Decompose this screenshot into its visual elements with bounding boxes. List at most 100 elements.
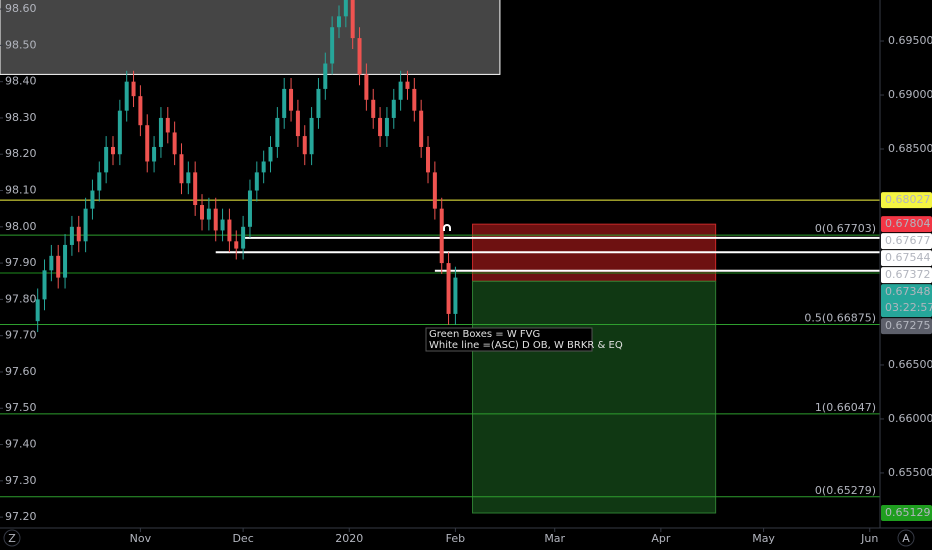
candle-body (364, 74, 369, 100)
candle-body (268, 146, 273, 162)
candle-body (124, 81, 129, 111)
y2-tick-label: 0.68500 (888, 142, 932, 155)
price-tag-label: 0.67544 (885, 251, 931, 264)
price-tag (881, 233, 932, 250)
candle-body (90, 190, 95, 209)
y-tick-label: 98.10 (5, 184, 37, 197)
candle-body (83, 208, 88, 242)
y-tick-label: 98.30 (5, 111, 37, 124)
price-tag (881, 192, 932, 209)
zone (0, 0, 501, 75)
y-tick-label: 98.50 (5, 38, 37, 51)
x-tick-label: Apr (651, 532, 671, 545)
candle-body (282, 88, 287, 118)
candle-body (350, 0, 355, 39)
y2-tick-label: 0.66000 (888, 412, 932, 425)
price-tag (881, 318, 932, 335)
candle-body (152, 146, 157, 162)
candle-body (295, 110, 300, 137)
y-tick-label: 98.60 (5, 2, 37, 15)
candle-body (200, 205, 205, 220)
x-tick-label: Mar (544, 532, 565, 545)
candle-body (234, 241, 239, 249)
candle-body (165, 117, 170, 133)
annotation-text: Green Boxes = W FVG (429, 329, 540, 340)
price-tag-label: 0.67372 (885, 268, 931, 281)
candle-body (35, 299, 40, 322)
y2-tick-label: 0.65500 (888, 466, 932, 479)
scale-button[interactable] (897, 529, 915, 547)
y-tick-label: 97.80 (5, 292, 37, 305)
candle-body (56, 255, 61, 278)
candle-body (145, 125, 150, 162)
candle-body (193, 172, 198, 206)
candle-body (439, 208, 444, 264)
candle-body (110, 146, 115, 155)
price-tag-label: 0.65129 (885, 506, 931, 519)
y-tick-label: 97.70 (5, 329, 37, 342)
y-tick-label: 97.20 (5, 510, 37, 523)
candle-body (104, 146, 109, 173)
price-tag (881, 250, 932, 267)
price-tag-label: 0.67804 (885, 217, 931, 230)
scale-button-label[interactable]: Z (8, 532, 16, 545)
candle-body (172, 132, 177, 155)
y-tick-label: 98.00 (5, 220, 37, 233)
y-tick-label: 97.40 (5, 438, 37, 451)
x-tick-label: 2020 (335, 532, 363, 545)
candle-body (97, 172, 102, 191)
candle-body (330, 27, 335, 64)
candle-body (179, 154, 184, 184)
candle-body (336, 16, 341, 28)
fib-label: 0(0.65279) (815, 484, 876, 497)
candle-body (254, 172, 259, 191)
candle-body (131, 81, 136, 97)
zone (472, 280, 717, 514)
price-tag-label: 0.68027 (885, 193, 931, 206)
price-tag (881, 216, 932, 233)
candle-body (398, 81, 403, 100)
price-tag-label: 0.67677 (885, 234, 931, 247)
x-tick-label: Feb (446, 532, 465, 545)
price-tag-label: 0.67275 (885, 319, 931, 332)
scale-button[interactable] (3, 529, 21, 547)
price-tag (881, 284, 932, 318)
price-tag-label: 0.67348 (885, 285, 931, 298)
candle-body (453, 277, 458, 314)
candle-body (63, 244, 68, 278)
candle-body (432, 172, 437, 209)
y-tick-label: 97.50 (5, 401, 37, 414)
candle-body (69, 226, 74, 245)
candle-body (247, 190, 252, 227)
scale-button-label[interactable]: A (902, 532, 910, 545)
y2-tick-label: 0.69500 (888, 34, 932, 47)
candle-body (426, 146, 431, 173)
fib-label: 0.5(0.66875) (804, 311, 876, 324)
y-tick-label: 98.40 (5, 75, 37, 88)
candle-body (275, 117, 280, 147)
countdown-label: 03:22:57 (885, 301, 932, 314)
x-tick-label: Nov (130, 532, 152, 545)
candle-body (446, 263, 451, 314)
candle-body (419, 110, 424, 147)
annotation: Green Boxes = W FVG White line =(ASC) D … (425, 327, 623, 352)
x-tick-label: May (752, 532, 775, 545)
candle-body (206, 208, 211, 220)
y2-tick-label: 0.66500 (888, 358, 932, 371)
candle-body (384, 117, 389, 137)
y2-tick-label: 0.69000 (888, 88, 932, 101)
candle-body (391, 99, 396, 118)
candle-body (309, 117, 314, 155)
price-tag (881, 504, 932, 521)
x-tick-label: Dec (232, 532, 253, 545)
candle-body (302, 136, 307, 155)
candle-body (42, 270, 47, 300)
y-tick-label: 97.30 (5, 474, 37, 487)
y-tick-label: 97.60 (5, 365, 37, 378)
candle-body (241, 226, 246, 249)
arrow-icon (443, 224, 451, 231)
candle-body (289, 88, 294, 111)
plot-area (0, 0, 880, 514)
